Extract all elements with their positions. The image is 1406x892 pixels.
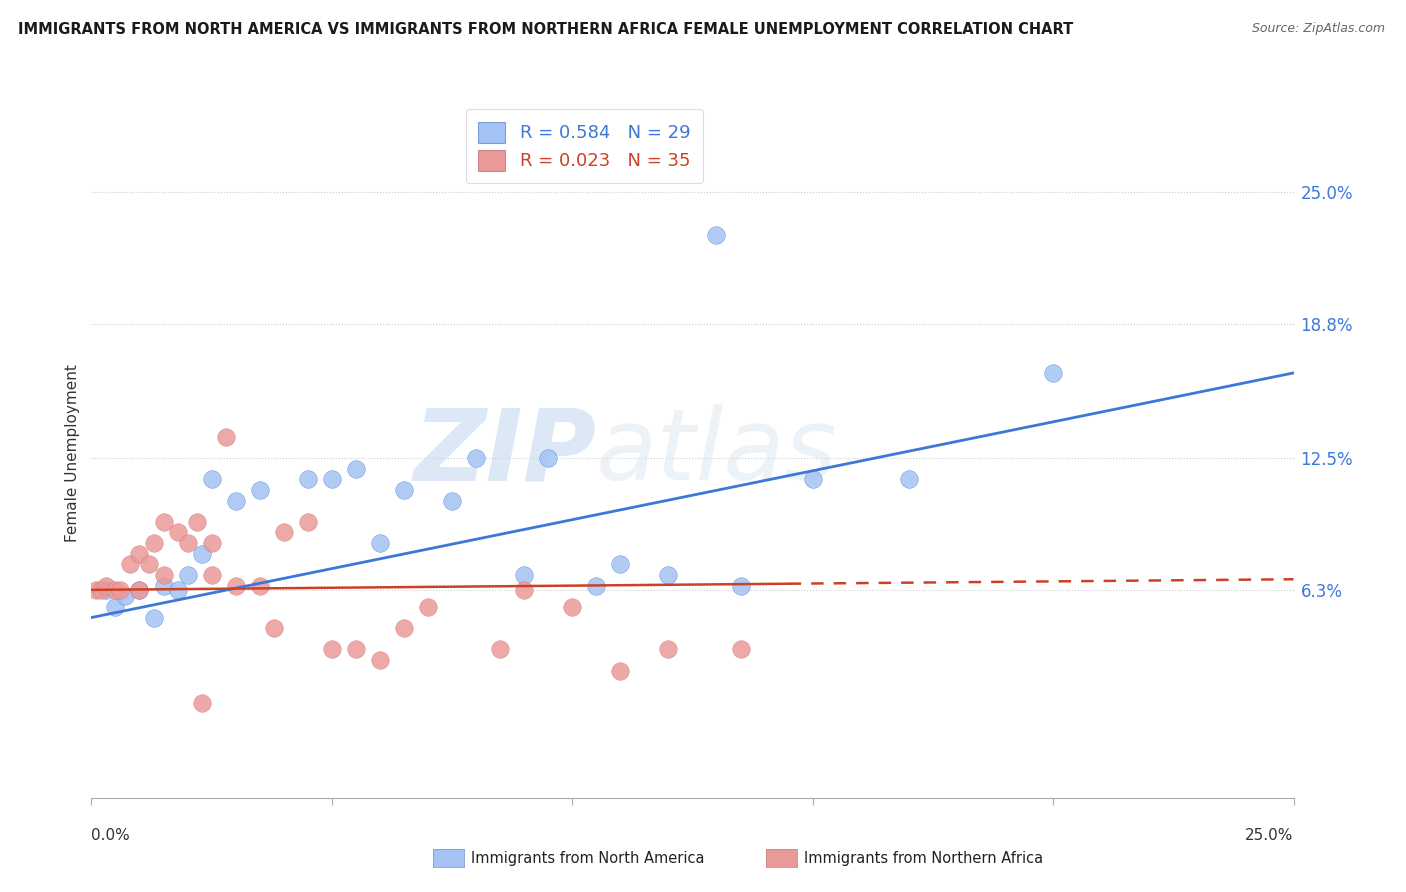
Point — [152, 515, 174, 529]
Point — [167, 582, 190, 597]
Point — [801, 472, 824, 486]
Text: 25.0%: 25.0% — [1246, 829, 1294, 843]
Point — [657, 642, 679, 657]
Point — [321, 472, 343, 486]
Point — [249, 579, 271, 593]
Point — [513, 568, 536, 582]
Point — [142, 536, 165, 550]
Point — [440, 493, 463, 508]
Point — [609, 558, 631, 572]
Point — [186, 515, 208, 529]
Point — [465, 450, 488, 465]
Point — [513, 582, 536, 597]
Y-axis label: Female Unemployment: Female Unemployment — [65, 364, 80, 541]
Point — [416, 599, 439, 614]
Point — [138, 558, 160, 572]
Point — [167, 525, 190, 540]
Point — [114, 589, 136, 603]
Point — [142, 610, 165, 624]
Point — [344, 461, 367, 475]
Legend: R = 0.584   N = 29, R = 0.023   N = 35: R = 0.584 N = 29, R = 0.023 N = 35 — [465, 109, 703, 184]
Point — [225, 579, 247, 593]
Point — [392, 483, 415, 497]
Point — [128, 582, 150, 597]
Point — [200, 568, 222, 582]
Text: 0.0%: 0.0% — [91, 829, 131, 843]
Point — [110, 582, 132, 597]
Point — [489, 642, 512, 657]
Point — [392, 621, 415, 635]
Point — [1042, 366, 1064, 380]
Point — [94, 582, 117, 597]
Point — [152, 579, 174, 593]
Point — [215, 430, 238, 444]
Point — [321, 642, 343, 657]
Point — [94, 579, 117, 593]
Text: ZIP: ZIP — [413, 404, 596, 501]
Point — [118, 558, 141, 572]
Point — [176, 568, 198, 582]
Text: Source: ZipAtlas.com: Source: ZipAtlas.com — [1251, 22, 1385, 36]
Point — [585, 579, 607, 593]
Point — [609, 664, 631, 678]
Point — [200, 472, 222, 486]
Point — [225, 493, 247, 508]
Point — [249, 483, 271, 497]
Point — [84, 582, 107, 597]
Point — [561, 599, 583, 614]
Point — [90, 582, 112, 597]
Point — [706, 227, 728, 242]
Point — [191, 696, 214, 710]
Point — [368, 536, 391, 550]
Point — [273, 525, 295, 540]
Point — [297, 515, 319, 529]
Point — [368, 653, 391, 667]
Point — [128, 547, 150, 561]
Point — [657, 568, 679, 582]
Point — [897, 472, 920, 486]
Point — [176, 536, 198, 550]
Point — [104, 582, 127, 597]
Point — [297, 472, 319, 486]
Text: IMMIGRANTS FROM NORTH AMERICA VS IMMIGRANTS FROM NORTHERN AFRICA FEMALE UNEMPLOY: IMMIGRANTS FROM NORTH AMERICA VS IMMIGRA… — [18, 22, 1074, 37]
Point — [263, 621, 285, 635]
Point — [730, 579, 752, 593]
Point — [730, 642, 752, 657]
Point — [191, 547, 214, 561]
Text: Immigrants from Northern Africa: Immigrants from Northern Africa — [804, 851, 1043, 865]
Point — [128, 582, 150, 597]
Point — [537, 450, 560, 465]
Point — [104, 599, 127, 614]
Point — [152, 568, 174, 582]
Text: Immigrants from North America: Immigrants from North America — [471, 851, 704, 865]
Point — [200, 536, 222, 550]
Text: atlas: atlas — [596, 404, 838, 501]
Point — [344, 642, 367, 657]
